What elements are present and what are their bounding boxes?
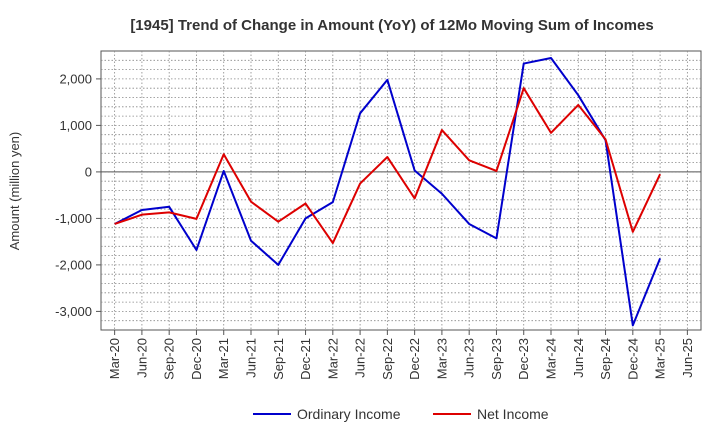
legend: Ordinary Income Net Income [253, 406, 549, 422]
x-tick-label: Sep-20 [162, 338, 177, 380]
x-tick-label: Jun-21 [244, 338, 259, 378]
x-tick-label: Sep-22 [380, 338, 395, 380]
chart-title: [1945] Trend of Change in Amount (YoY) o… [130, 17, 653, 34]
x-tick-label: Mar-23 [434, 338, 449, 379]
legend-label-net-income: Net Income [477, 406, 549, 422]
y-axis-label: Amount (million yen) [7, 132, 22, 251]
series-lines [114, 56, 662, 327]
x-tick-label: Jun-22 [353, 338, 368, 378]
x-tick-label: Mar-22 [325, 338, 340, 379]
x-tick-label: Dec-20 [189, 338, 204, 380]
y-tick-label: 0 [85, 164, 92, 179]
x-tick-label: Jun-23 [462, 338, 477, 378]
x-tick-label: Jun-24 [571, 338, 586, 378]
x-ticks: Mar-20 Jun-20 Sep-20 Dec-20 Mar-21 Jun-21 Sep-… [107, 330, 695, 380]
series-line-ordinary-income [114, 56, 662, 327]
plot-area [100, 50, 702, 331]
x-tick-label: Sep-21 [271, 338, 286, 380]
x-tick-label: Sep-24 [598, 338, 613, 380]
grid [101, 51, 701, 330]
y-tick-label: -1,000 [55, 211, 92, 226]
x-tick-label: Dec-22 [407, 338, 422, 380]
y-ticks: -3,000 -2,000 -1,000 0 1,000 2,000 [55, 71, 101, 319]
x-tick-label: Mar-20 [107, 338, 122, 379]
x-tick-label: Dec-23 [516, 338, 531, 380]
x-tick-label: Mar-24 [544, 338, 559, 379]
x-tick-label: Dec-21 [298, 338, 313, 380]
x-tick-label: Mar-25 [653, 338, 668, 379]
legend-label-ordinary-income: Ordinary Income [297, 406, 401, 422]
x-tick-label: Dec-24 [625, 338, 640, 380]
y-tick-label: 1,000 [59, 118, 92, 133]
y-tick-label: 2,000 [59, 71, 92, 86]
x-tick-label: Jun-25 [680, 338, 695, 378]
x-tick-label: Sep-23 [489, 338, 504, 380]
y-tick-label: -3,000 [55, 304, 92, 319]
series-line-net-income [114, 87, 661, 245]
y-tick-label: -2,000 [55, 257, 92, 272]
x-tick-label: Jun-20 [134, 338, 149, 378]
x-tick-label: Mar-21 [216, 338, 231, 379]
